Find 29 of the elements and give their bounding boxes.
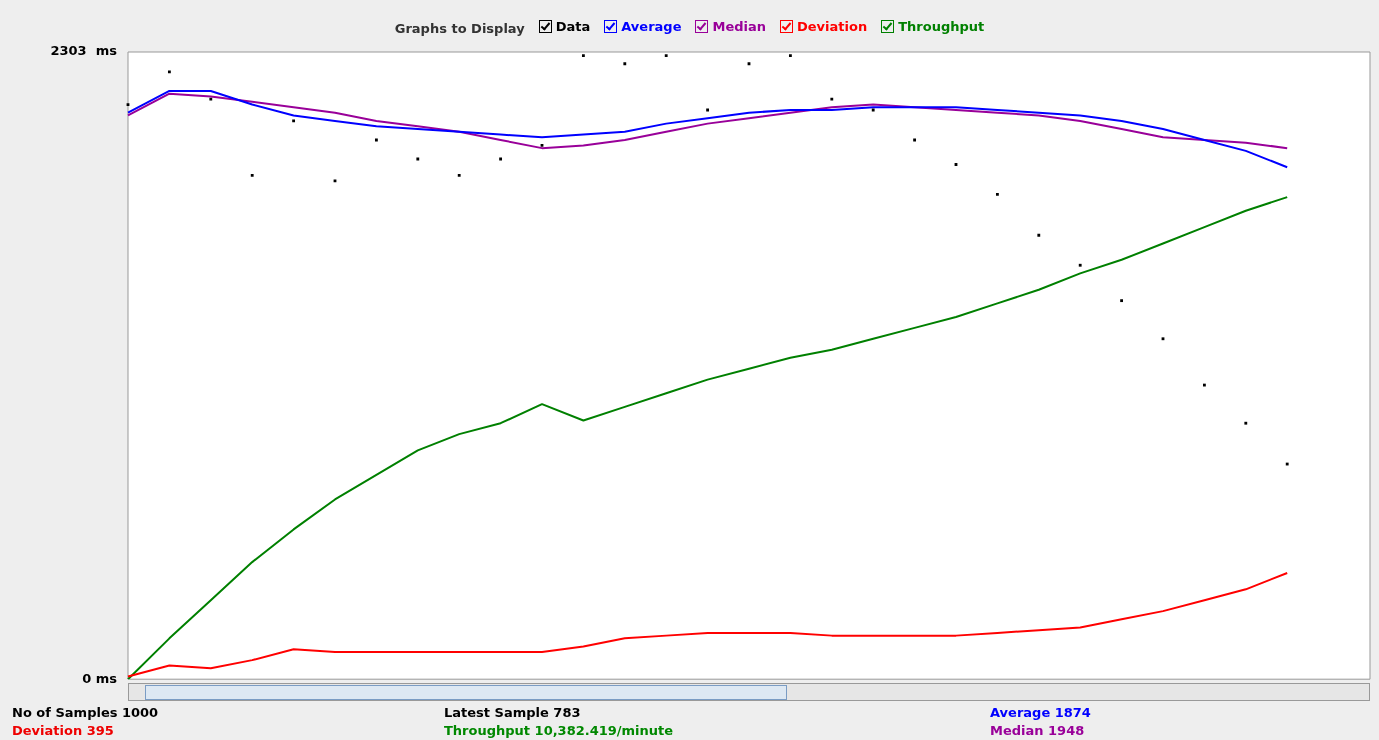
point [292, 119, 296, 123]
legend-label: Throughput [898, 19, 985, 34]
point [1244, 421, 1248, 425]
text: No of Samples 1000 [12, 705, 159, 720]
point [581, 54, 585, 57]
y-tick-label: 0 ms [82, 670, 118, 686]
point [623, 62, 627, 66]
point [664, 54, 668, 57]
text: Deviation 395 [12, 723, 114, 738]
text: Throughput 10,382.419/minute [444, 723, 674, 738]
y-tick-label: 2303 ms [50, 43, 118, 59]
legend-label: Median [712, 19, 767, 34]
legend-title: Graphs to Display [394, 21, 525, 36]
point [457, 173, 461, 177]
text: Median 1948 [990, 723, 1085, 738]
legend-label: Data [555, 19, 591, 34]
point [1037, 233, 1041, 237]
text: Average 1874 [990, 705, 1091, 720]
legend-label: Average [621, 19, 682, 34]
point [830, 97, 834, 101]
point [1120, 299, 1124, 303]
point [788, 54, 792, 57]
point [209, 97, 213, 101]
point [995, 193, 999, 196]
point [167, 70, 171, 74]
point [1078, 263, 1082, 267]
text: Latest Sample 783 [444, 705, 581, 720]
legend-label: Deviation [797, 19, 868, 34]
point [250, 173, 254, 177]
